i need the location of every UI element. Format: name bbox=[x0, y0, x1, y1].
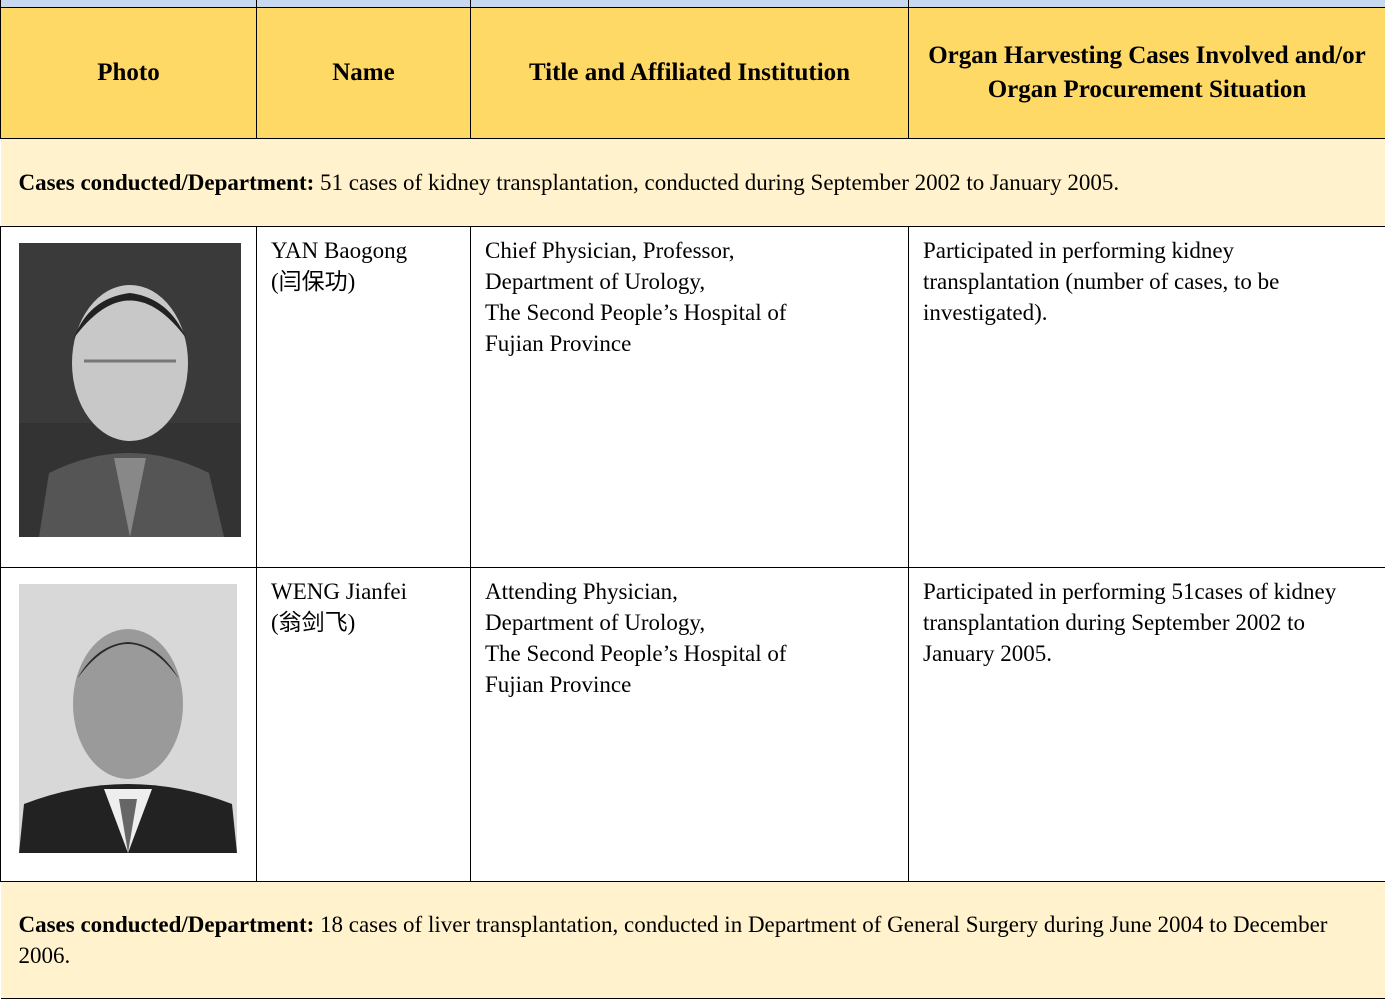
person-name: YAN Baogong bbox=[271, 235, 456, 266]
section-label: Cases conducted/Department: bbox=[19, 912, 315, 937]
section-label: Cases conducted/Department: bbox=[19, 170, 315, 195]
header-cell: Organ Harvesting Cases Involved and/or O… bbox=[909, 8, 1385, 139]
title-line: The Second People’s Hospital of bbox=[485, 638, 894, 669]
header-cell: Name bbox=[257, 8, 471, 139]
person-name-chinese: (翁剑飞) bbox=[271, 607, 456, 638]
person-row: WENG Jianfei(翁剑飞) Attending Physician,De… bbox=[1, 568, 1385, 882]
person-row: YAN Baogong(闫保功) Chief Physician, Profes… bbox=[1, 227, 1385, 568]
cases-text: Participated in performing 51cases of ki… bbox=[923, 579, 1336, 666]
cases-text: Participated in performing kidney transp… bbox=[923, 238, 1279, 325]
top-strip bbox=[1, 0, 1385, 8]
title-line: Fujian Province bbox=[485, 328, 894, 359]
photo bbox=[19, 243, 241, 537]
header-row: Photo Name Title and Affiliated Institut… bbox=[1, 8, 1385, 139]
person-name: WENG Jianfei bbox=[271, 576, 456, 607]
title-line: Fujian Province bbox=[485, 669, 894, 700]
title-line: Attending Physician, bbox=[485, 576, 894, 607]
photo bbox=[19, 584, 237, 853]
person-name-chinese: (闫保功) bbox=[271, 266, 456, 297]
title-line: The Second People’s Hospital of bbox=[485, 297, 894, 328]
page: Photo Name Title and Affiliated Institut… bbox=[0, 0, 1385, 968]
header-cell: Photo bbox=[1, 8, 257, 139]
title-line: Department of Urology, bbox=[485, 266, 894, 297]
title-line: Department of Urology, bbox=[485, 607, 894, 638]
header-cell: Title and Affiliated Institution bbox=[471, 8, 909, 139]
section-row: Cases conducted/Department: 51 cases of … bbox=[1, 139, 1385, 227]
section-text: 51 cases of kidney transplantation, cond… bbox=[320, 170, 1119, 195]
title-line: Chief Physician, Professor, bbox=[485, 235, 894, 266]
section-row: Cases conducted/Department: 18 cases of … bbox=[1, 882, 1385, 999]
